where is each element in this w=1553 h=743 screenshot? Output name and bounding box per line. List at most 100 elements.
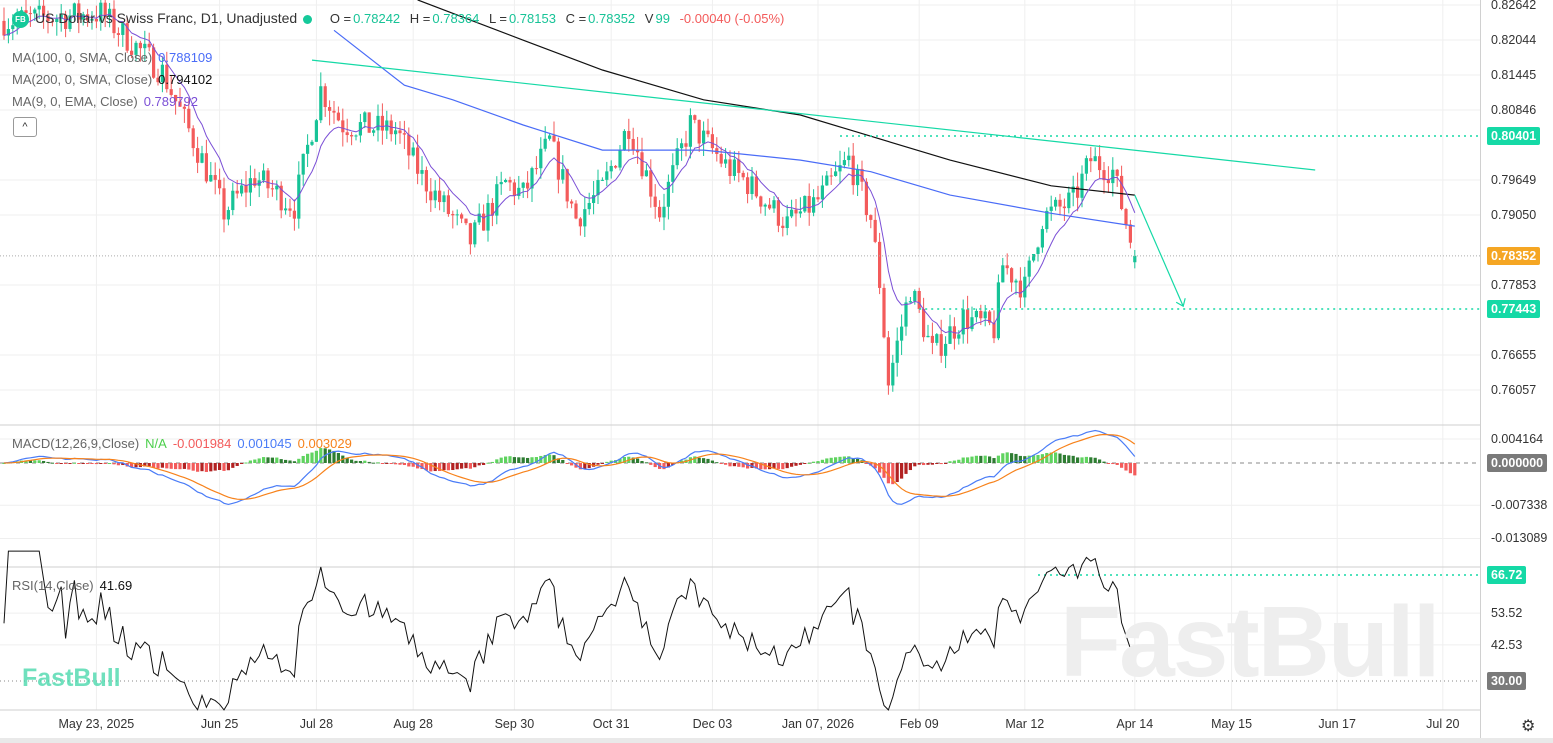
watermark-big: FastBull — [1060, 586, 1440, 698]
candle-body — [754, 176, 758, 197]
candle-body — [1098, 156, 1102, 171]
candle-body — [451, 214, 455, 216]
macd-histogram-bar — [301, 455, 305, 463]
macd-histogram-bar — [609, 460, 613, 463]
macd-histogram-bar — [1093, 457, 1097, 463]
support-price-tag: 0.77443 — [1487, 299, 1541, 318]
macd-histogram-bar — [108, 462, 112, 464]
macd-histogram-bar — [996, 455, 1000, 463]
macd-na: N/A — [145, 436, 167, 451]
candle-body — [402, 133, 406, 135]
candle-body — [1023, 276, 1027, 298]
candle-body — [292, 210, 296, 219]
macd-histogram-bar — [776, 463, 780, 469]
candle-body — [908, 301, 912, 303]
macd-histogram-bar — [1058, 453, 1062, 463]
macd-histogram-bar — [1054, 452, 1058, 463]
macd-histogram-bar — [328, 449, 332, 463]
rsi-high-tag: 66.72 — [1487, 565, 1527, 584]
macd-histogram-bar — [838, 456, 842, 463]
macd-histogram-bar — [231, 463, 235, 468]
candle-body — [856, 168, 860, 186]
macd-histogram-bar — [834, 457, 838, 463]
candle-body — [592, 195, 596, 204]
macd-histogram-bar — [1124, 463, 1128, 471]
macd-histogram-bar — [442, 463, 446, 471]
candle-body — [94, 18, 98, 22]
macd-histogram-bar — [464, 463, 468, 469]
price-tick-label: 0.81445 — [1491, 67, 1537, 82]
candle-body — [297, 174, 301, 219]
collapse-legend-button[interactable]: ^ — [13, 117, 37, 137]
macd-histogram-bar — [486, 462, 490, 464]
candle-body — [72, 3, 76, 16]
chart-canvas[interactable] — [0, 0, 1480, 743]
candle-body — [112, 8, 116, 34]
macd-histogram-bar — [248, 460, 252, 463]
ma200-value: 0.794102 — [158, 72, 213, 87]
trend-line — [311, 59, 1316, 171]
candle-body — [59, 14, 63, 19]
macd-histogram-bar — [288, 460, 292, 463]
candle-body — [578, 218, 582, 227]
macd-histogram-bar — [983, 455, 987, 463]
macd-histogram-bar — [785, 463, 789, 469]
candle-body — [147, 43, 151, 48]
candle-body — [970, 317, 974, 330]
candle-body — [42, 5, 46, 16]
forecast-arrow — [1134, 194, 1184, 307]
candle-body — [424, 170, 428, 192]
macd-histogram-bar — [944, 463, 948, 464]
candle-body — [125, 23, 129, 51]
macd-histogram-bar — [534, 457, 538, 463]
gear-icon[interactable]: ⚙ — [1521, 718, 1536, 735]
time-tick-label: Jun 17 — [1318, 717, 1356, 731]
macd-histogram-bar — [438, 463, 442, 472]
candle-body — [1133, 255, 1137, 263]
macd-histogram-bar — [508, 456, 512, 463]
candle-body — [323, 86, 327, 108]
bottom-scrollbar[interactable] — [0, 738, 1553, 743]
macd-histogram-bar — [922, 463, 926, 466]
macd-histogram-bar — [552, 455, 556, 463]
candle-body — [504, 180, 508, 183]
arrow-head-icon — [1175, 298, 1186, 308]
price-axis[interactable]: 0.82642 0.82044 0.81445 0.80846 0.79649 0.790… — [1480, 0, 1553, 743]
candle-body — [244, 185, 248, 193]
candle-body — [842, 160, 846, 166]
macd-histogram-bar — [895, 463, 899, 483]
candle-body — [649, 170, 653, 197]
macd-histogram-bar — [702, 458, 706, 463]
candle-body — [200, 153, 204, 163]
time-tick-label: Mar 12 — [1005, 717, 1045, 731]
macd-histogram-bar — [662, 463, 666, 470]
macd-histogram-bar — [222, 463, 226, 471]
macd-histogram-bar — [424, 463, 428, 471]
macd-histogram-bar — [618, 458, 622, 463]
candle-body — [746, 177, 750, 195]
ma200-label: MA(200, 0, SMA, Close) — [12, 72, 153, 87]
candle-body — [600, 179, 604, 181]
candle-body — [631, 138, 635, 151]
candle-body — [1040, 229, 1044, 248]
low-value: 0.78153 — [508, 11, 556, 26]
candle-body — [350, 135, 354, 137]
candle-body — [974, 310, 978, 318]
candle-body — [319, 86, 323, 121]
candle-body — [1010, 268, 1014, 283]
macd-histogram-bar — [68, 463, 72, 464]
macd-legend: MACD(12,26,9,Close) N/A -0.001984 0.001045 0… — [12, 436, 358, 451]
candle-body — [165, 64, 169, 90]
candle-body — [266, 170, 270, 189]
macd-histogram-bar — [306, 453, 310, 463]
candle-body — [341, 120, 345, 133]
macd-histogram-bar — [134, 463, 138, 468]
candle-body — [1058, 199, 1062, 207]
candle-body — [1115, 169, 1119, 176]
candle-body — [248, 178, 252, 193]
macd-histogram-bar — [1018, 455, 1022, 463]
macd-histogram-bar — [244, 462, 248, 464]
macd-histogram-bar — [275, 457, 279, 463]
macd-histogram-bar — [724, 463, 728, 465]
candle-body — [284, 208, 288, 211]
